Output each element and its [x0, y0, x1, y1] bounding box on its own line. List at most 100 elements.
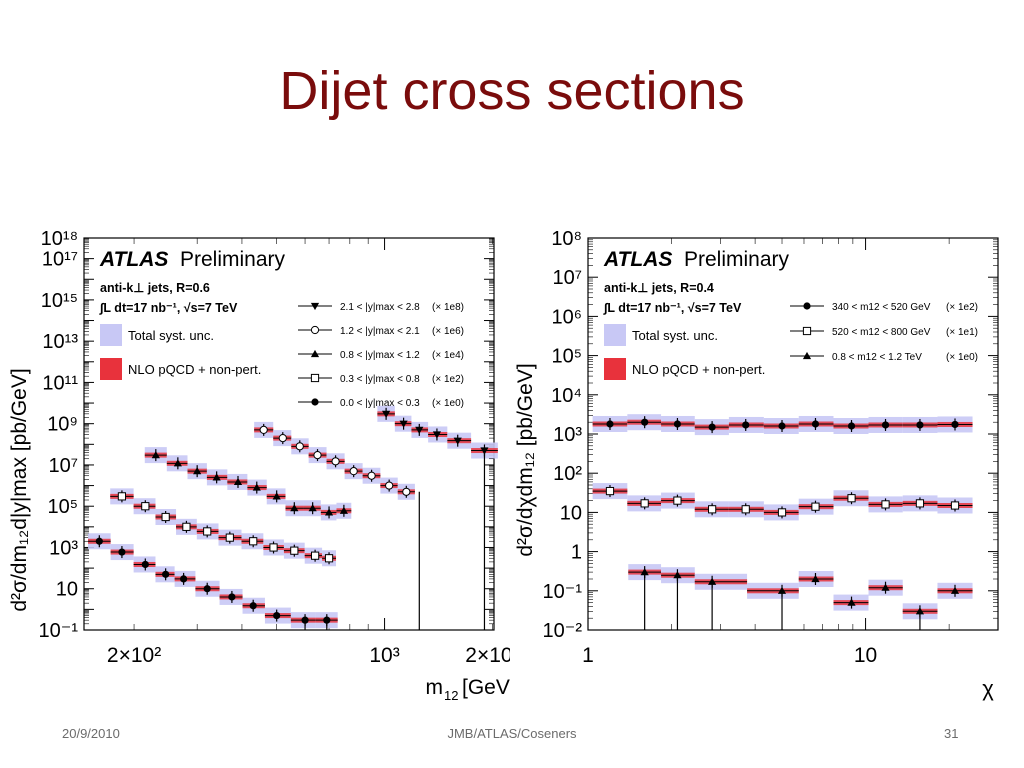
experiment-label: ATLAS: [603, 248, 672, 271]
data-point: [249, 602, 257, 610]
data-point: [95, 537, 103, 545]
data-point: [151, 451, 160, 459]
data-point: [295, 442, 304, 451]
nlo-legend-swatch: [100, 358, 122, 380]
x-tick-label: 2×10³: [465, 644, 510, 667]
data-point: [349, 467, 358, 476]
y-tick-label: 1: [571, 542, 582, 564]
series-legend-marker: [802, 326, 812, 336]
data-point: [847, 422, 856, 430]
y-tick-label: 10: [560, 502, 582, 524]
series-legend-scale: (× 1e6): [432, 326, 464, 337]
data-point: [641, 418, 649, 426]
series-legend-scale: (× 1e2): [432, 374, 464, 385]
x-tick-label: 1: [582, 644, 594, 667]
data-point: [640, 567, 649, 576]
plot-frame: [83, 237, 495, 631]
y-tick-label: 10⁻²: [543, 620, 583, 642]
page-number: 31: [944, 726, 959, 741]
data-point: [708, 577, 717, 585]
series-legend-marker: [310, 302, 320, 311]
y-tick-label: 10⁸: [551, 228, 582, 250]
data-point: [777, 508, 787, 517]
y-tick-label: 10⁹: [47, 414, 78, 436]
y-tick-label: 10¹⁵: [41, 290, 78, 312]
x-axis-label-sub: 12: [444, 688, 458, 703]
experiment-label: ATLAS: [99, 248, 168, 271]
data-point: [249, 537, 258, 546]
data-point: [203, 585, 211, 593]
data-point: [708, 505, 717, 514]
lumi-info: ∫L dt=17 nb⁻¹, √s=7 TeV: [99, 301, 238, 315]
data-point: [915, 499, 925, 508]
data-point: [741, 505, 750, 514]
series-legend-label: 340 < m12 < 520 GeV: [832, 302, 931, 313]
data-point: [290, 546, 299, 555]
data-point: [182, 522, 191, 531]
data-point: [313, 451, 322, 460]
data-point: [673, 496, 682, 505]
footer-date: 20/9/2010: [62, 726, 120, 741]
data-point: [212, 473, 221, 481]
data-point: [259, 425, 268, 434]
data-point: [385, 481, 394, 490]
x-axis-label: m: [426, 676, 444, 699]
series-legend-label: 0.3 < |y|max < 0.8: [340, 374, 420, 385]
series-legend-label: 2.1 < |y|max < 2.8: [340, 302, 420, 313]
data-point: [193, 467, 202, 475]
series-legend-label: 0.0 < |y|max < 0.3: [340, 398, 420, 409]
y-tick-label: 10⁷: [553, 267, 582, 289]
data-point: [673, 571, 682, 579]
series-legend-label: 0.8 < |y|max < 1.2: [340, 350, 420, 361]
x-axis-label-unit: [GeV]: [462, 676, 510, 699]
syst-legend-label: Total syst. unc.: [632, 328, 718, 343]
y-tick-label: 10⁻¹: [543, 581, 583, 603]
data-point: [272, 492, 281, 500]
data-point: [673, 420, 682, 428]
y-tick-label: 10: [56, 579, 78, 601]
data-point: [310, 551, 320, 560]
series-legend-marker: [802, 351, 812, 360]
data-point: [777, 586, 787, 594]
y-tick-label: 10¹⁷: [42, 249, 78, 271]
series-legend-marker: [310, 373, 320, 383]
y-tick-label: 10³: [553, 424, 582, 446]
data-point: [118, 548, 126, 556]
lumi-info: ∫L dt=17 nb⁻¹, √s=7 TeV: [603, 301, 742, 315]
data-point: [228, 593, 236, 601]
data-point: [117, 492, 127, 501]
nlo-legend-label: NLO pQCD + non-pert.: [632, 362, 765, 377]
data-point: [399, 420, 408, 428]
jet-info: anti-k⊥ jets, R=0.4: [604, 281, 714, 295]
data-point: [881, 500, 890, 509]
data-point: [916, 421, 924, 429]
y-tick-label: 10¹⁸: [41, 228, 78, 250]
data-point: [640, 499, 649, 508]
series-legend-marker: [311, 398, 319, 406]
nlo-legend-swatch: [604, 358, 626, 380]
series-legend-scale: (× 1e0): [432, 398, 464, 409]
data-point: [252, 483, 261, 491]
x-tick-label: 10: [854, 644, 877, 667]
x-tick-label: 2×10²: [107, 644, 161, 667]
slide-title: Dijet cross sections: [279, 61, 745, 121]
data-point: [950, 586, 960, 594]
data-point: [708, 423, 716, 431]
x-axis-label: χ: [982, 676, 994, 701]
y-tick-label: 10⁷: [49, 455, 78, 477]
series-legend-marker: [310, 349, 320, 358]
experiment-status: Preliminary: [684, 248, 790, 271]
data-point: [847, 598, 856, 606]
data-point: [847, 494, 856, 503]
data-point: [367, 471, 376, 480]
y-tick-label: 10¹¹: [42, 372, 78, 394]
y-tick-label: 10⁵: [47, 496, 78, 518]
data-point: [162, 570, 170, 578]
y-tick-label: 10³: [49, 537, 78, 559]
jet-info: anti-k⊥ jets, R=0.6: [100, 281, 210, 295]
footer-center: JMB/ATLAS/Coseners: [447, 726, 577, 741]
data-point: [273, 611, 281, 620]
data-point: [950, 501, 960, 510]
data-point: [742, 421, 750, 429]
